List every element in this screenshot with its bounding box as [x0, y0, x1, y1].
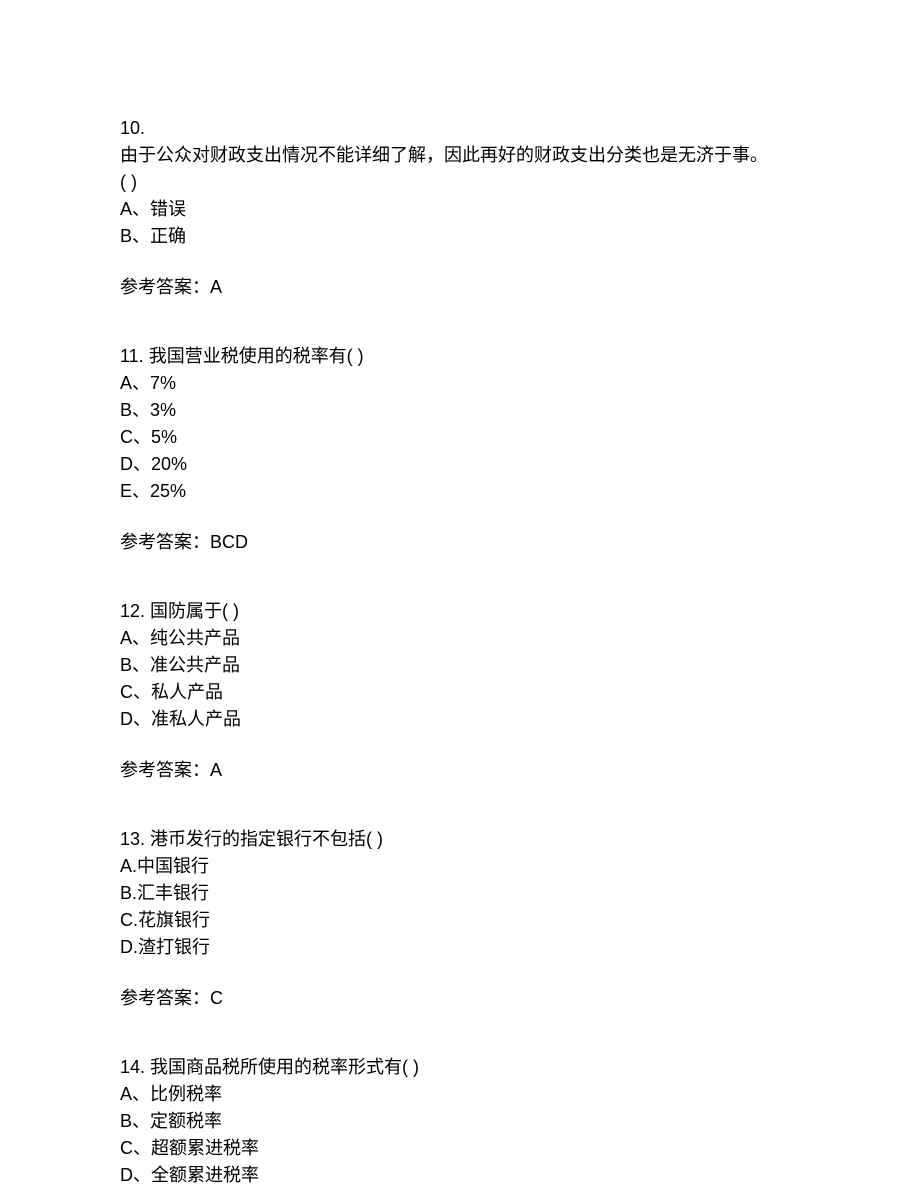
question-number: 11. [120, 346, 144, 366]
answer-value: BCD [210, 532, 248, 552]
option-a: A、7% [120, 370, 800, 397]
option-a: A、纯公共产品 [120, 625, 800, 652]
answer-label: 参考答案： [120, 760, 210, 780]
option-c: C、私人产品 [120, 679, 800, 706]
question-block-10: 10. 由于公众对财政支出情况不能详细了解，因此再好的财政支出分类也是无济于事。… [120, 115, 800, 301]
answer-line: 参考答案：C [120, 985, 800, 1012]
question-block-12: 12. 国防属于( ) A、纯公共产品 B、准公共产品 C、私人产品 D、准私人… [120, 598, 800, 784]
question-line: 11. 我国营业税使用的税率有( ) [120, 343, 800, 370]
option-d: D、准私人产品 [120, 706, 800, 733]
question-line: 13. 港币发行的指定银行不包括( ) [120, 826, 800, 853]
question-text: 国防属于( ) [145, 601, 239, 621]
answer-label: 参考答案： [120, 532, 210, 552]
option-b: B、正确 [120, 223, 800, 250]
option-a: A、错误 [120, 196, 800, 223]
option-b: B、准公共产品 [120, 652, 800, 679]
answer-value: A [210, 277, 222, 297]
option-b: B、3% [120, 397, 800, 424]
option-e: E、25% [120, 478, 800, 505]
question-number: 14. [120, 1057, 145, 1077]
answer-value: A [210, 760, 222, 780]
question-text-line2: ( ) [120, 169, 800, 196]
question-text: 我国商品税所使用的税率形式有( ) [145, 1057, 419, 1077]
question-number-line: 10. [120, 115, 800, 142]
option-c: C、超额累进税率 [120, 1135, 800, 1162]
question-text: 港币发行的指定银行不包括( ) [145, 829, 383, 849]
answer-line: 参考答案：A [120, 274, 800, 301]
option-b: B.汇丰银行 [120, 880, 800, 907]
question-block-14: 14. 我国商品税所使用的税率形式有( ) A、比例税率 B、定额税率 C、超额… [120, 1054, 800, 1189]
question-text: 我国营业税使用的税率有( ) [144, 346, 364, 366]
option-b: B、定额税率 [120, 1108, 800, 1135]
question-text-line1: 由于公众对财政支出情况不能详细了解，因此再好的财政支出分类也是无济于事。 [120, 142, 800, 169]
option-a: A、比例税率 [120, 1081, 800, 1108]
question-block-11: 11. 我国营业税使用的税率有( ) A、7% B、3% C、5% D、20% … [120, 343, 800, 556]
option-d: D、20% [120, 451, 800, 478]
question-line: 14. 我国商品税所使用的税率形式有( ) [120, 1054, 800, 1081]
answer-label: 参考答案： [120, 988, 210, 1008]
question-number: 12. [120, 601, 145, 621]
answer-value: C [210, 988, 223, 1008]
answer-label: 参考答案： [120, 277, 210, 297]
option-c: C.花旗银行 [120, 907, 800, 934]
option-c: C、5% [120, 424, 800, 451]
question-block-13: 13. 港币发行的指定银行不包括( ) A.中国银行 B.汇丰银行 C.花旗银行… [120, 826, 800, 1012]
option-d: D.渣打银行 [120, 934, 800, 961]
question-line: 12. 国防属于( ) [120, 598, 800, 625]
option-a: A.中国银行 [120, 853, 800, 880]
option-d: D、全额累进税率 [120, 1162, 800, 1189]
answer-line: 参考答案：A [120, 757, 800, 784]
answer-line: 参考答案：BCD [120, 529, 800, 556]
question-number: 10. [120, 118, 145, 138]
question-number: 13. [120, 829, 145, 849]
